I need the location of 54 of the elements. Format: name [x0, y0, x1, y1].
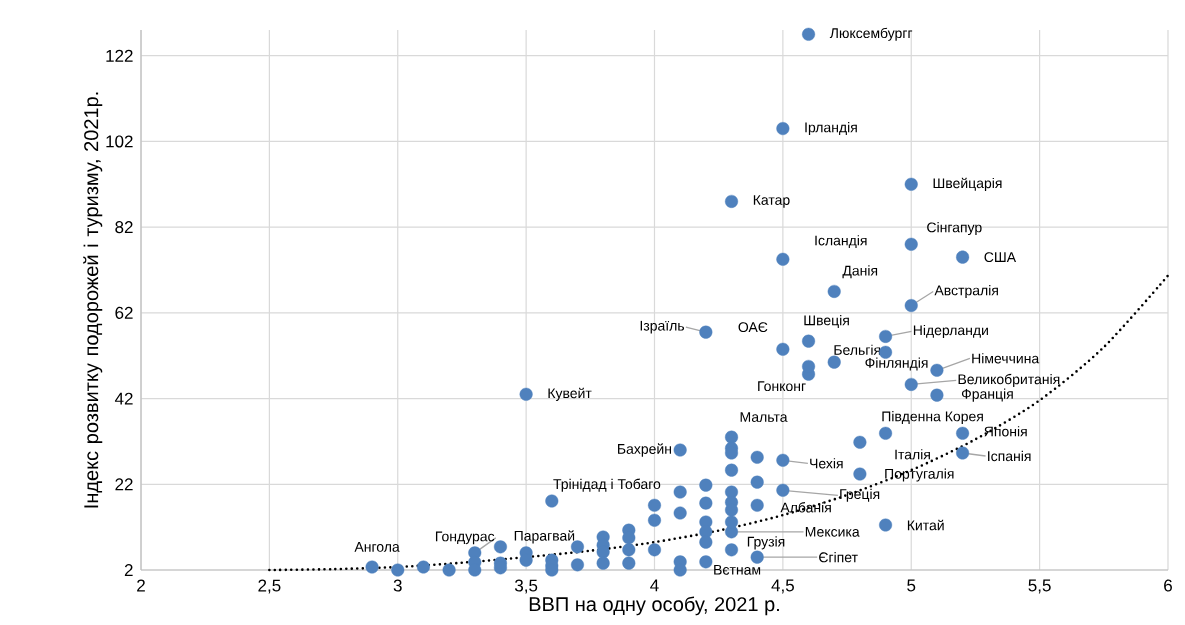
annotation: Грузія	[747, 536, 785, 550]
annotation: Сінгапур	[927, 222, 982, 236]
y-axis-title: Індекс розвитку подорожей і туризму, 2021р.	[83, 92, 103, 508]
x-tick-label: 4,5	[771, 579, 794, 594]
annotation: Кувейт	[548, 387, 592, 401]
annotation: Іспанія	[988, 450, 1031, 462]
annotation: Швейцарія	[933, 177, 1002, 191]
annotation: Бахрейн	[618, 443, 671, 457]
annotation: Вєтнам	[714, 564, 761, 575]
annotation: Південна Корея	[882, 411, 983, 425]
x-tick-label: 5,5	[1028, 579, 1051, 594]
x-tick-label: 3	[393, 579, 402, 592]
annotation: Бельгія	[834, 344, 881, 355]
y-tick-label: 122	[106, 49, 133, 62]
annotation: Гондурас	[435, 531, 495, 545]
annotation: Ісландія	[815, 235, 867, 249]
annotation: ОАЄ	[738, 322, 768, 333]
annotation: Трінідад і Тобаго	[553, 478, 661, 492]
y-tick-label: 102	[106, 135, 133, 148]
x-tick-label: 5	[907, 579, 916, 592]
annotation: Ізраїль	[640, 320, 685, 334]
annotation: Люксембургг	[829, 27, 913, 41]
x-tick-label: 4	[650, 579, 659, 592]
x-tick-label: 6	[1164, 579, 1172, 592]
annotation: Франція	[961, 388, 1013, 402]
annotation: Великобританія	[958, 373, 1060, 388]
annotation: Фінляндія	[865, 357, 928, 371]
annotation: Мексика	[805, 526, 860, 537]
annotation: Китай	[907, 519, 944, 531]
y-tick-label: 22	[115, 478, 133, 491]
y-tick-label: 82	[115, 221, 133, 234]
y-tick-label: 42	[114, 392, 133, 405]
x-tick-label: 3,5	[514, 579, 538, 594]
annotation: Швеція	[804, 315, 849, 328]
annotation: Ангола	[354, 542, 400, 552]
annotation: США	[984, 252, 1017, 263]
annotation: Мальта	[740, 412, 788, 422]
annotation: Італія	[895, 449, 930, 460]
x-axis-title: ВВП на одну особу, 2021 р.	[529, 596, 779, 616]
annotation: Японія	[984, 426, 1027, 437]
annotation: Данія	[842, 265, 878, 279]
annotation: Катар	[753, 195, 790, 208]
y-tick-label: 62	[115, 306, 133, 319]
x-tick-label: 2,5	[258, 579, 281, 594]
annotation: Чехія	[810, 458, 843, 469]
annotation: Парагвай	[514, 530, 575, 544]
annotation: Австралія	[934, 285, 998, 299]
annotation: Єгіпет	[819, 552, 858, 563]
annotation: Гонконг	[758, 381, 806, 392]
annotation: Німеччина	[972, 353, 1040, 364]
annotation: Ірландія	[805, 122, 857, 136]
annotation: Нідерланди	[913, 324, 988, 338]
x-tick-label: 2	[137, 579, 145, 592]
y-tick-label: 2	[124, 564, 133, 576]
